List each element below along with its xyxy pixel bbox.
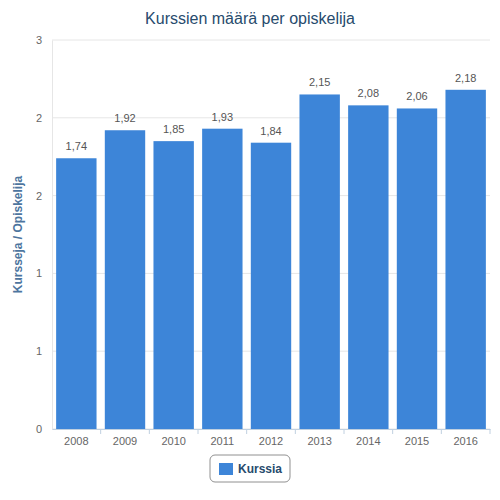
data-label: 1,85 bbox=[163, 123, 184, 135]
x-tick-mark bbox=[344, 429, 345, 434]
legend-swatch bbox=[219, 463, 233, 475]
x-tick-mark bbox=[295, 429, 296, 434]
grid bbox=[52, 40, 490, 429]
bar bbox=[348, 105, 388, 429]
y-axis-title: Kursseja / Opiskelija bbox=[11, 175, 25, 293]
data-label: 2,18 bbox=[455, 72, 476, 84]
x-tick: 2014 bbox=[356, 429, 393, 447]
y-axis-line bbox=[52, 41, 53, 430]
x-tick-label: 2012 bbox=[259, 435, 283, 447]
data-label: 1,93 bbox=[212, 111, 233, 123]
bar bbox=[105, 130, 145, 429]
data-label: 1,84 bbox=[260, 125, 281, 137]
bar bbox=[397, 108, 437, 429]
legend-box bbox=[210, 455, 290, 482]
x-tick: 2016 bbox=[453, 429, 490, 447]
data-label: 2,06 bbox=[406, 90, 427, 102]
y-tick-label: 2 bbox=[36, 112, 42, 124]
y-tick: 2 bbox=[36, 190, 52, 202]
y-tick: 3 bbox=[36, 34, 52, 46]
data-labels: 1,74 1,92 1,85 1,93 1,84 2,15 2,08 2,06 2,18 bbox=[66, 72, 477, 152]
y-tick-label: 3 bbox=[36, 34, 42, 46]
x-axis: 2008 2009 2010 2011 2012 2013 2014 2015 2016 bbox=[53, 429, 491, 447]
x-tick-label: 2011 bbox=[211, 435, 235, 447]
x-tick-label: 2014 bbox=[356, 435, 380, 447]
x-tick-mark bbox=[100, 429, 101, 434]
bar bbox=[251, 143, 291, 429]
data-label: 2,15 bbox=[309, 76, 330, 88]
legend-label: Kurssia bbox=[238, 462, 282, 476]
grid-line bbox=[52, 40, 490, 41]
title: Kurssien määrä per opiskelija bbox=[145, 10, 355, 27]
y-tick-label: 2 bbox=[36, 190, 42, 202]
x-tick-mark bbox=[441, 429, 442, 434]
x-tick-mark bbox=[490, 429, 491, 434]
x-tick-mark bbox=[392, 429, 393, 434]
x-tick: 2009 bbox=[113, 429, 150, 447]
x-tick-label: 2008 bbox=[64, 435, 88, 447]
x-tick: 2010 bbox=[161, 429, 198, 447]
bar bbox=[56, 158, 96, 429]
x-tick: 2013 bbox=[307, 429, 344, 447]
data-label: 1,92 bbox=[114, 112, 135, 124]
x-tick-mark bbox=[198, 429, 199, 434]
x-axis-line bbox=[53, 429, 491, 430]
x-tick-label: 2013 bbox=[307, 435, 331, 447]
data-label: 1,74 bbox=[66, 140, 87, 152]
x-tick-mark bbox=[246, 429, 247, 434]
y-tick-label: 1 bbox=[36, 267, 42, 279]
chart: Kurssien määrä per opiskelija 0 1 1 2 2 3 Kurss… bbox=[0, 0, 500, 500]
x-tick-mark bbox=[149, 429, 150, 434]
bar bbox=[153, 141, 193, 429]
x-tick-label: 2009 bbox=[113, 435, 137, 447]
bar bbox=[202, 129, 242, 429]
x-tick: 2011 bbox=[211, 429, 247, 447]
x-tick: 2015 bbox=[405, 429, 442, 447]
bar bbox=[299, 94, 339, 429]
y-tick: 1 bbox=[36, 267, 52, 279]
x-tick-label: 2010 bbox=[161, 435, 185, 447]
y-tick: 1 bbox=[36, 345, 52, 357]
x-tick: 2008 bbox=[64, 429, 101, 447]
legend: Kurssia bbox=[210, 455, 290, 482]
y-tick: 2 bbox=[36, 112, 52, 124]
y-tick-label: 1 bbox=[36, 345, 42, 357]
bar bbox=[445, 90, 485, 429]
x-tick: 2012 bbox=[259, 429, 296, 447]
data-label: 2,08 bbox=[358, 87, 379, 99]
bars bbox=[56, 90, 486, 429]
x-tick-label: 2016 bbox=[453, 435, 477, 447]
y-tick: 0 bbox=[36, 423, 52, 435]
x-tick-label: 2015 bbox=[405, 435, 429, 447]
y-tick-label: 0 bbox=[36, 423, 42, 435]
y-axis: 0 1 1 2 2 3 bbox=[36, 34, 53, 435]
